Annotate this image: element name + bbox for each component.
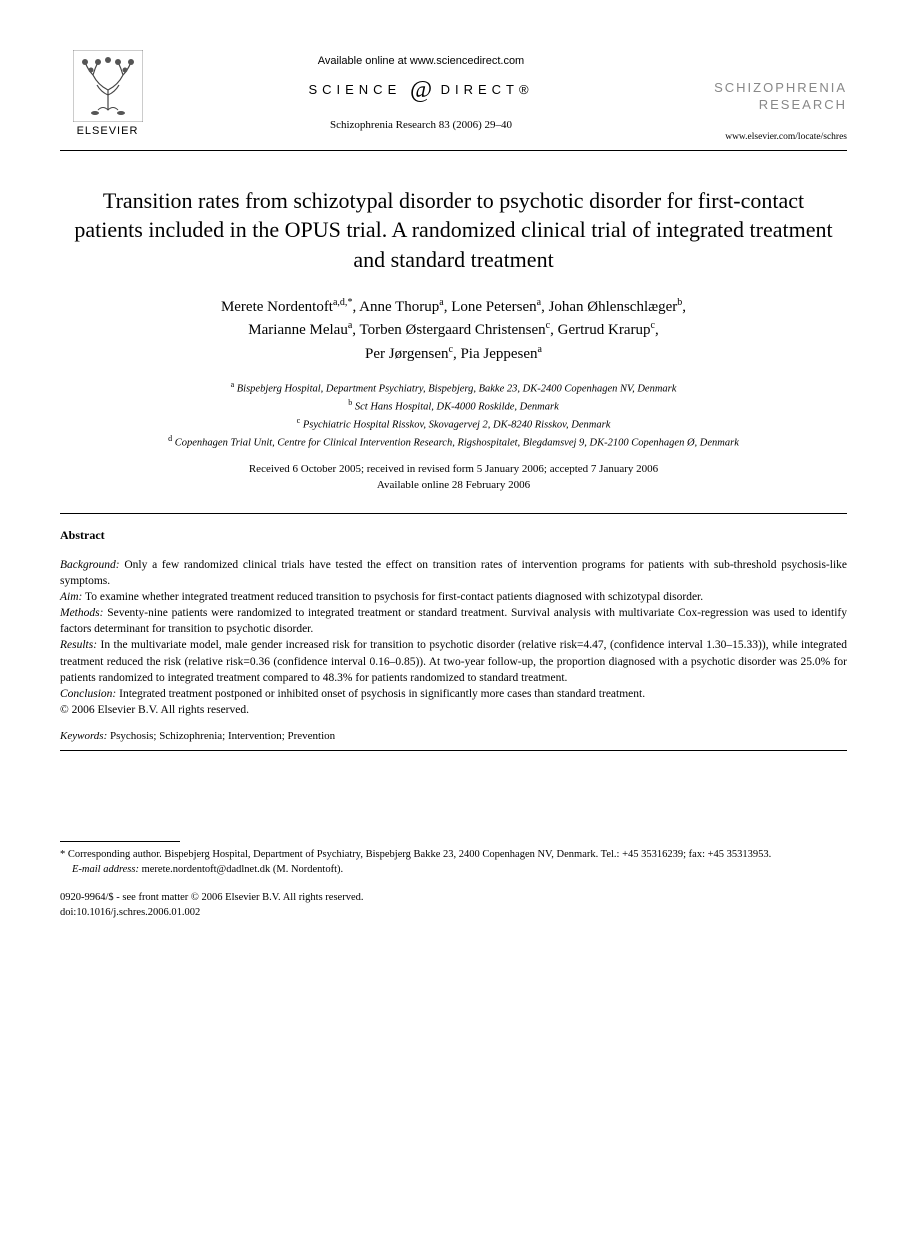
methods-text: Seventy-nine patients were randomized to… <box>60 607 847 635</box>
affiliation-b: Sct Hans Hospital, DK-4000 Roskilde, Den… <box>355 402 559 413</box>
keywords-label: Keywords: <box>60 730 107 742</box>
author-6: Torben Østergaard Christensen <box>360 322 546 338</box>
abstract-heading: Abstract <box>60 528 847 543</box>
elsevier-label: ELSEVIER <box>60 125 155 137</box>
article-title: Transition rates from schizotypal disord… <box>70 186 837 275</box>
results-text: In the multivariate model, male gender i… <box>60 639 847 683</box>
sciencedirect-left: SCIENCE <box>308 82 401 97</box>
affiliation-a: Bispebjerg Hospital, Department Psychiat… <box>237 384 677 395</box>
author-1-aff: a,d, <box>333 297 347 308</box>
aim-label: Aim: <box>60 591 82 603</box>
author-7: Gertrud Krarup <box>558 322 651 338</box>
header-rule <box>60 150 847 151</box>
dates-line2: Available online 28 February 2006 <box>377 479 530 491</box>
abstract-body: Background: Only a few randomized clinic… <box>60 557 847 718</box>
dates-block: Received 6 October 2005; received in rev… <box>60 462 847 493</box>
email-label: E-mail address: <box>72 864 139 875</box>
conclusion-label: Conclusion: <box>60 688 116 700</box>
journal-name-line2: RESEARCH <box>759 97 847 112</box>
author-4: Johan Øhlenschlæger <box>549 299 678 315</box>
authors-block: Merete Nordentofta,d,*, Anne Thorupa, Lo… <box>60 295 847 366</box>
corresponding-author: * Corresponding author. Bispebjerg Hospi… <box>60 848 847 863</box>
journal-url: www.elsevier.com/locate/schres <box>687 132 847 142</box>
sciencedirect-at-icon: @ <box>410 77 432 103</box>
affiliation-d: Copenhagen Trial Unit, Centre for Clinic… <box>175 437 739 448</box>
abstract-bottom-rule <box>60 750 847 751</box>
abstract-top-rule <box>60 513 847 514</box>
available-online-text: Available online at www.sciencedirect.co… <box>155 55 687 67</box>
results-label: Results: <box>60 639 97 651</box>
elsevier-tree-icon <box>73 50 143 122</box>
author-2: Anne Thorup <box>359 299 439 315</box>
page-header: ELSEVIER Available online at www.science… <box>60 50 847 142</box>
author-6-aff: c <box>546 320 550 331</box>
author-3-aff: a <box>537 297 541 308</box>
dates-line1: Received 6 October 2005; received in rev… <box>249 463 658 475</box>
copyright-block: 0920-9964/$ - see front matter © 2006 El… <box>60 891 847 920</box>
center-header: Available online at www.sciencedirect.co… <box>155 50 687 131</box>
author-9: Pia Jeppesen <box>460 346 537 362</box>
affiliations-block: a Bispebjerg Hospital, Department Psychi… <box>60 379 847 450</box>
doi-line: doi:10.1016/j.schres.2006.01.002 <box>60 906 847 921</box>
journal-name-line1: SCHIZOPHRENIA <box>714 80 847 95</box>
author-1-corr: * <box>347 297 352 308</box>
author-8: Per Jørgensen <box>365 346 448 362</box>
footnote-block: * Corresponding author. Bispebjerg Hospi… <box>60 848 847 877</box>
footnote-rule <box>60 841 180 842</box>
author-1: Merete Nordentoft <box>221 299 333 315</box>
sciencedirect-logo: SCIENCE @ DIRECT® <box>155 77 687 104</box>
author-5-aff: a <box>348 320 352 331</box>
author-7-aff: c <box>651 320 655 331</box>
background-label: Background: <box>60 559 120 571</box>
aim-text: To examine whether integrated treatment … <box>82 591 703 603</box>
keywords-text: Psychosis; Schizophrenia; Intervention; … <box>107 730 335 742</box>
keywords-block: Keywords: Psychosis; Schizophrenia; Inte… <box>60 730 847 742</box>
elsevier-logo: ELSEVIER <box>60 50 155 137</box>
affiliation-c: Psychiatric Hospital Risskov, Skovagerve… <box>303 419 611 430</box>
author-9-aff: a <box>538 344 542 355</box>
methods-label: Methods: <box>60 607 103 619</box>
journal-name: SCHIZOPHRENIA RESEARCH <box>687 80 847 114</box>
sciencedirect-right: DIRECT® <box>441 82 534 97</box>
author-5: Marianne Melau <box>248 322 348 338</box>
abstract-copyright: © 2006 Elsevier B.V. All rights reserved… <box>60 702 847 718</box>
author-3: Lone Petersen <box>451 299 536 315</box>
author-2-aff: a <box>439 297 443 308</box>
journal-reference: Schizophrenia Research 83 (2006) 29–40 <box>155 119 687 131</box>
background-text: Only a few randomized clinical trials ha… <box>60 559 847 587</box>
journal-logo-block: SCHIZOPHRENIA RESEARCH www.elsevier.com/… <box>687 50 847 142</box>
conclusion-text: Integrated treatment postponed or inhibi… <box>116 688 645 700</box>
author-4-aff: b <box>677 297 682 308</box>
author-8-aff: c <box>448 344 452 355</box>
issn-line: 0920-9964/$ - see front matter © 2006 El… <box>60 891 847 906</box>
email-text: merete.nordentoft@dadlnet.dk (M. Nordent… <box>139 864 343 875</box>
